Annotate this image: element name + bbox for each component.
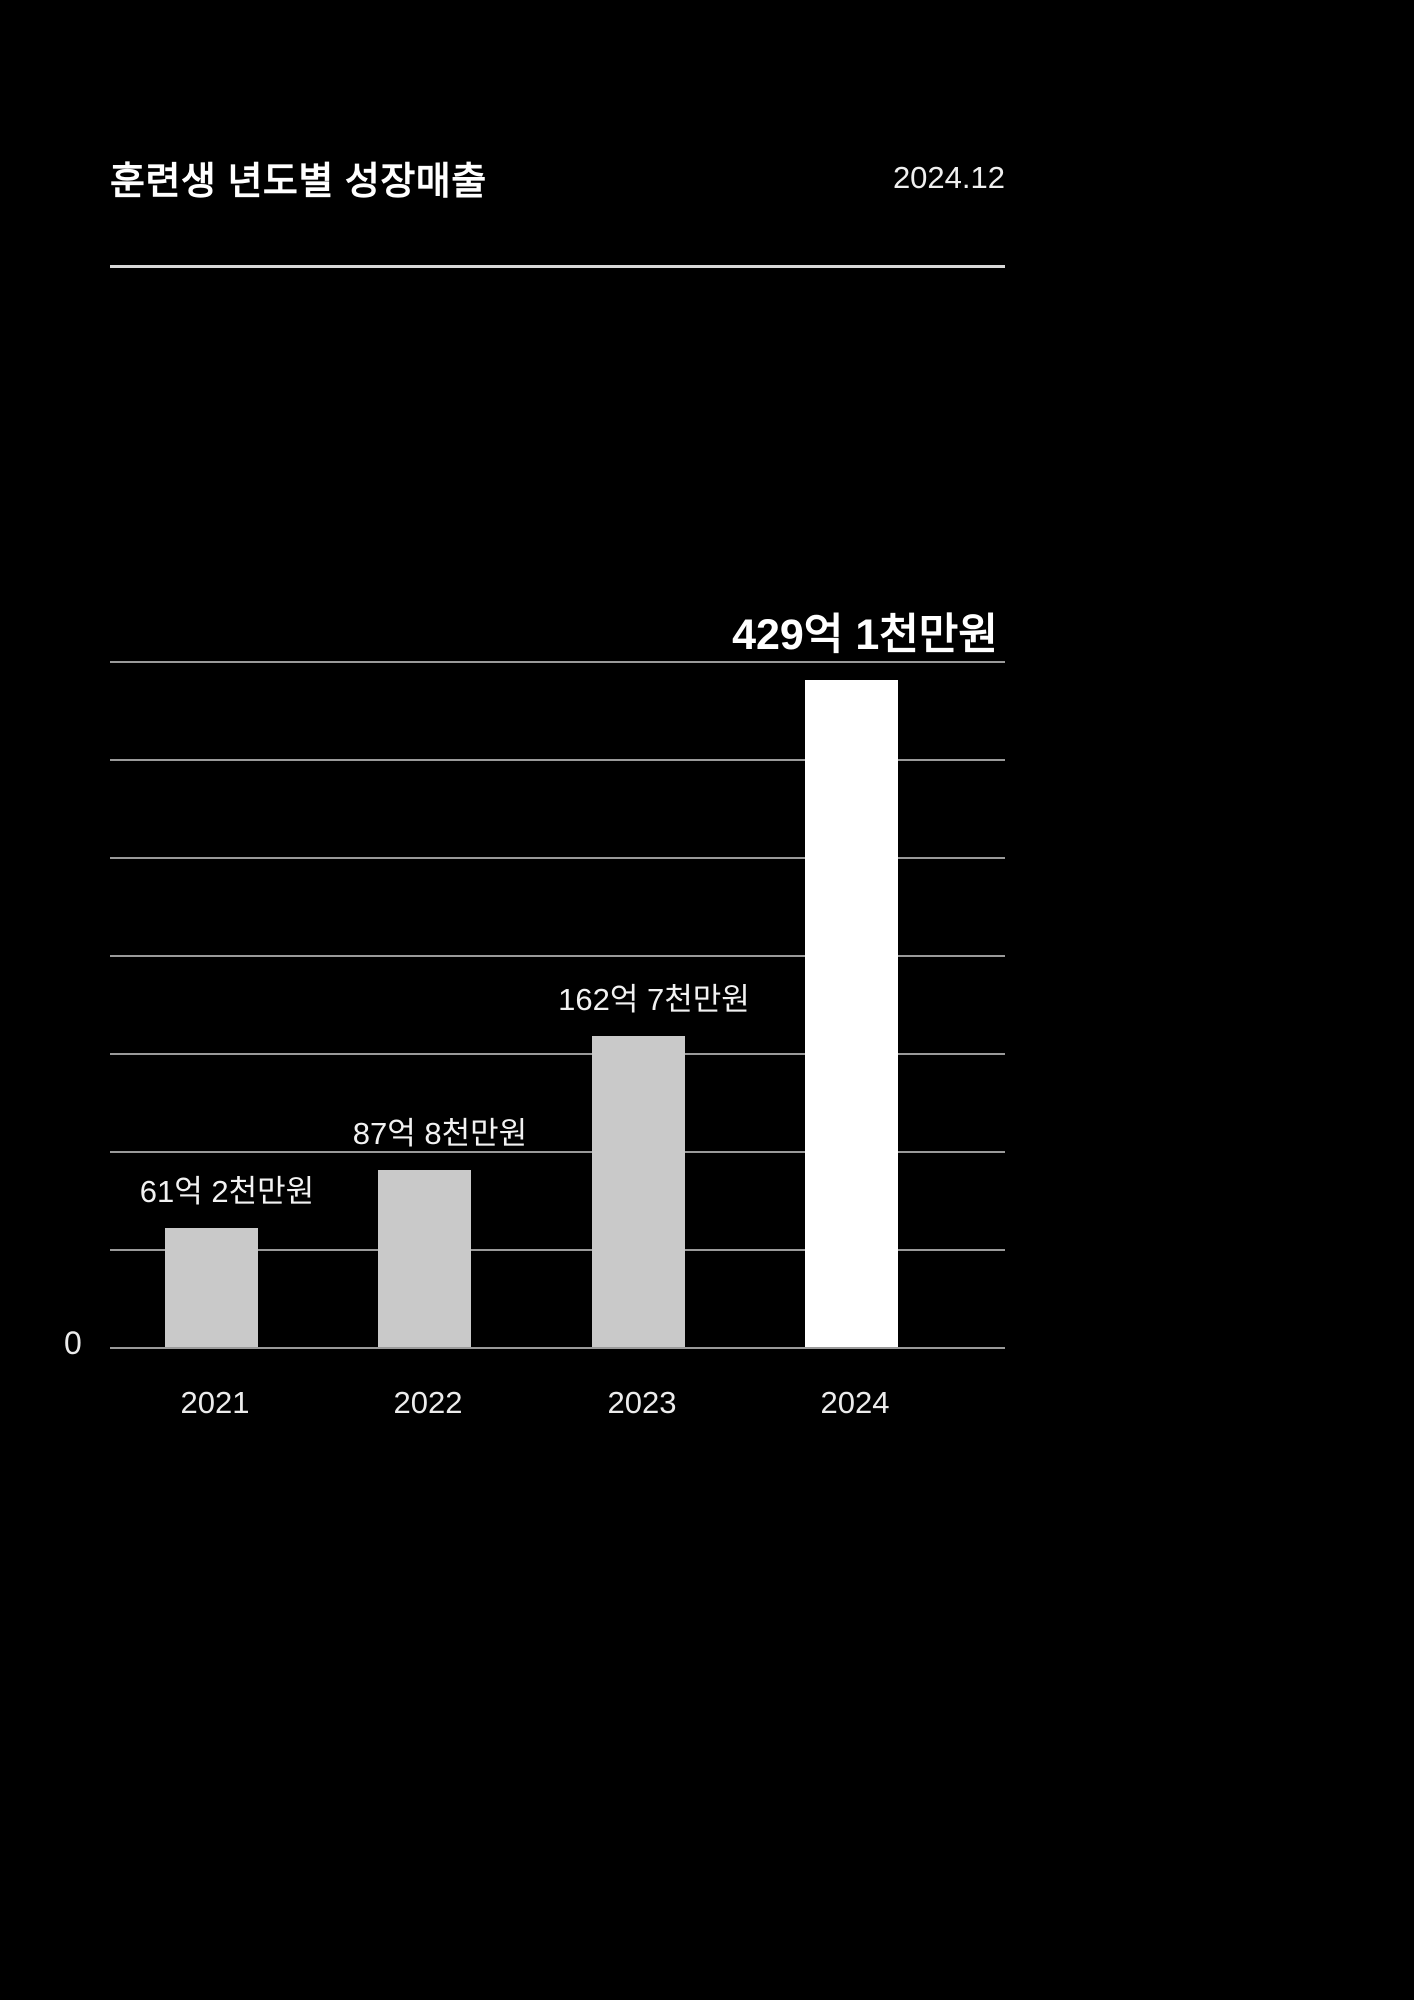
x-axis-label-2022: 2022 [393, 1385, 463, 1420]
value-label-2021: 61억 2천만원 [139, 1174, 315, 1209]
gridline [110, 955, 1005, 957]
report-date: 2024.12 [892, 160, 1005, 195]
gridline [110, 759, 1005, 761]
bar-2024 [804, 680, 898, 1347]
value-label-2023: 162억 7천만원 [558, 982, 750, 1017]
bar-2022 [377, 1170, 471, 1347]
gridline [110, 857, 1005, 859]
gridline [110, 1151, 1005, 1153]
x-axis-baseline [110, 1347, 1005, 1349]
gridline [110, 1249, 1005, 1251]
value-label-2022: 87억 8천만원 [352, 1116, 528, 1151]
bar-2021 [164, 1228, 258, 1347]
x-axis-label-2021: 2021 [180, 1385, 250, 1420]
gridline [110, 661, 1005, 663]
bar-2023 [591, 1036, 685, 1347]
value-label-2024: 429억 1천만원 [732, 611, 998, 659]
x-axis-label-2023: 2023 [607, 1385, 677, 1420]
header-divider [110, 265, 1005, 268]
y-axis-zero-label: 0 [64, 1325, 82, 1361]
gridline [110, 1053, 1005, 1055]
chart-title: 훈련생 년도별 성장매출 [110, 161, 487, 203]
x-axis-label-2024: 2024 [820, 1385, 890, 1420]
